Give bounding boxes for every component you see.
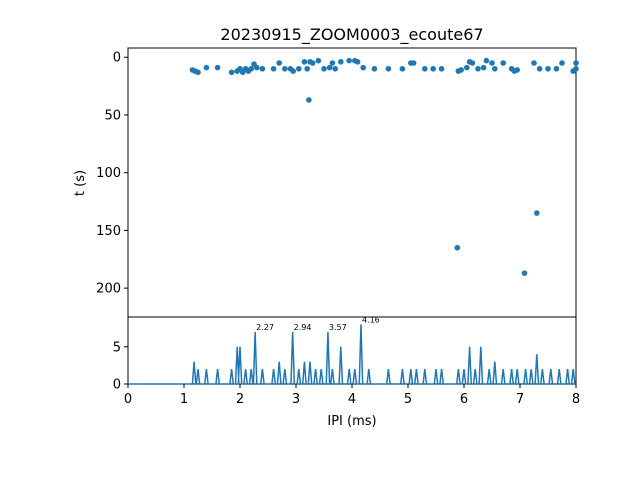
scatter-point: [346, 57, 353, 64]
y-tick-label: 0: [113, 51, 121, 66]
peak-label: 2.94: [294, 323, 312, 332]
scatter-point: [304, 65, 311, 72]
peak-annotations: 2.27 2.94 3.57 4.16: [256, 315, 380, 331]
scatter-point: [536, 65, 543, 72]
scatter-point: [469, 60, 476, 66]
scatter-point: [214, 64, 221, 71]
scatter-point: [248, 65, 254, 72]
scatter-point: [438, 65, 445, 72]
scatter-point: [332, 65, 339, 72]
histogram-x-ticks: 0 1 2 3 4 5 6 7 8: [124, 384, 580, 407]
x-tick-label: 5: [404, 392, 412, 407]
x-tick-label: 3: [292, 392, 300, 407]
scatter-point: [259, 65, 266, 72]
scatter-point: [338, 59, 344, 65]
scatter-point: [296, 65, 302, 72]
x-tick-label: 1: [180, 392, 188, 407]
scatter-point: [315, 57, 322, 64]
scatter-point: [573, 65, 579, 72]
histogram-x-axis-label: IPI (ms): [327, 414, 376, 429]
scatter-point: [329, 60, 336, 66]
scatter-point: [326, 64, 333, 71]
scatter-point: [306, 97, 312, 103]
scatter-point: [321, 65, 327, 72]
scatter-point: [534, 210, 540, 216]
peak-label: 3.57: [329, 323, 347, 332]
y-tick-label: 50: [104, 108, 121, 123]
scatter-point: [399, 65, 406, 72]
chart-title: 20230915_ZOOM0003_ecoute67: [220, 25, 483, 45]
scatter-point: [228, 69, 235, 76]
histogram-y-ticks: 05: [113, 340, 128, 393]
x-tick-label: 7: [516, 392, 524, 407]
scatter-point: [531, 60, 537, 66]
scatter-point: [492, 65, 498, 72]
scatter-point: [489, 60, 495, 66]
scatter-point: [454, 244, 461, 251]
scatter-panel: 0 50 100 150 200 t (s): [73, 47, 579, 318]
scatter-point: [310, 60, 316, 66]
scatter-point: [559, 60, 565, 66]
scatter-point: [430, 65, 437, 72]
scatter-point: [385, 65, 392, 72]
histogram-line: [128, 324, 576, 385]
scatter-point: [500, 60, 507, 66]
scatter-point: [354, 59, 361, 65]
scatter-point: [410, 60, 417, 66]
scatter-point: [301, 59, 308, 65]
scatter-point: [464, 64, 470, 71]
scatter-point: [545, 65, 551, 72]
scatter-point: [270, 65, 277, 72]
y-tick-label: 5: [113, 340, 121, 355]
scatter-point: [475, 65, 481, 72]
y-tick-label: 100: [96, 166, 121, 181]
y-tick-label: 150: [96, 224, 121, 239]
peak-label: 2.27: [256, 323, 274, 332]
x-tick-label: 4: [348, 392, 356, 407]
x-tick-label: 0: [124, 392, 132, 407]
scatter-point: [371, 65, 378, 72]
scatter-point: [514, 67, 520, 73]
scatter-point: [282, 65, 288, 72]
scatter-point: [458, 67, 465, 73]
y-tick-label: 0: [113, 378, 121, 393]
scatter-point: [480, 64, 487, 71]
scatter-point: [521, 270, 528, 276]
scatter-point: [253, 64, 260, 71]
scatter-point: [195, 69, 201, 76]
scatter-frame: [127, 47, 577, 318]
scatter-point: [276, 60, 283, 66]
scatter-point: [203, 64, 210, 71]
y-tick-label: 200: [96, 282, 121, 297]
scatter-y-axis-label: t (s): [73, 170, 88, 196]
x-tick-label: 2: [236, 392, 244, 407]
x-tick-label: 8: [572, 392, 580, 407]
peak-label: 4.16: [362, 315, 380, 324]
scatter-point: [573, 60, 579, 66]
scatter-y-ticks: 0 50 100 150 200: [96, 51, 128, 297]
scatter-point: [483, 57, 490, 64]
scatter-point: [360, 64, 367, 71]
scatter-point: [422, 65, 428, 72]
x-tick-label: 6: [460, 392, 468, 407]
scatter-points: [189, 57, 579, 276]
scatter-point: [290, 68, 297, 74]
scatter-point: [553, 65, 560, 72]
